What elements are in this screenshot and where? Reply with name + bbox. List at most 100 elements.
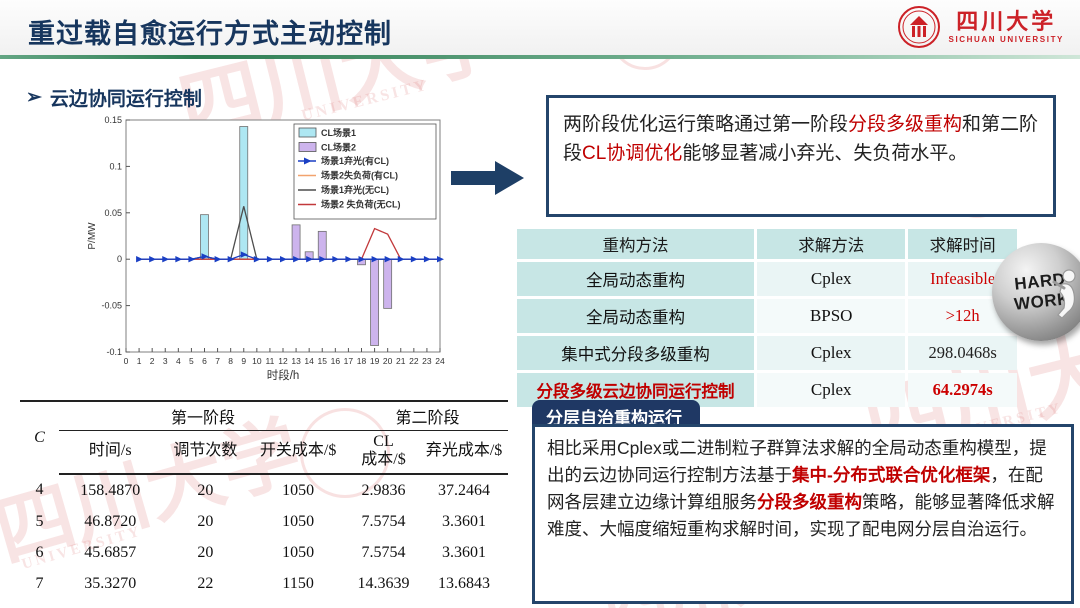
table-cell: 37.2464 (438, 481, 491, 499)
stage-table-group-row: C 第一阶段 第二阶段 (20, 399, 508, 475)
text-segment: ，在配网各层建立边缘计算组服务 (547, 465, 1043, 513)
table-cell: 全局动态重构 (517, 262, 755, 296)
section-heading: ➢ 云边协同运行控制 (26, 84, 202, 111)
solver-table-row: 全局动态重构 BPSO >12h (517, 299, 1017, 333)
svg-text:17: 17 (344, 356, 354, 366)
page-title: 重过载自愈运行方式主动控制 (28, 19, 392, 49)
svg-text:CL场景2: CL场景2 (321, 142, 356, 153)
svg-text:11: 11 (266, 356, 275, 366)
column-header: 时间/s (59, 430, 162, 476)
autonomy-box: 相比采用Cplex或二进制粒子群算法求解的全局动态重构模型，提出的云边协同运行控… (532, 424, 1074, 604)
svg-text:20: 20 (383, 356, 393, 366)
table-cell: 4 (35, 481, 44, 499)
text-segment: 和第二阶段 (563, 114, 1039, 165)
text-segment: 分段多级重构 (757, 492, 862, 513)
svg-text:4: 4 (176, 356, 181, 366)
svg-text:9: 9 (241, 356, 246, 366)
column-header: 调节次数 (161, 430, 250, 476)
svg-text:18: 18 (357, 356, 367, 366)
svg-text:24: 24 (435, 356, 445, 366)
text-segment: 两阶段优化运行策略通过第一阶段 (563, 114, 849, 135)
stage-table-row: 5 46.8720 20 1050 7.5754 3.3601 (20, 506, 508, 537)
svg-text:时段/h: 时段/h (267, 368, 300, 382)
table-cell: 64.2974s (908, 373, 1017, 407)
table-cell: 20 (197, 543, 214, 561)
svg-text:0.1: 0.1 (109, 161, 122, 171)
table-cell: 6 (35, 543, 44, 561)
table-cell: 2.9836 (361, 481, 406, 499)
svg-text:CL场景1: CL场景1 (321, 127, 356, 138)
svg-text:5: 5 (189, 356, 194, 366)
table-cell: 45.6857 (84, 543, 137, 561)
table-cell: 35.3270 (84, 574, 137, 592)
table-cell: 全局动态重构 (517, 299, 755, 333)
svg-text:0.05: 0.05 (104, 208, 122, 218)
svg-text:场景1弃光(有CL): 场景1弃光(有CL) (321, 155, 389, 166)
svg-text:14: 14 (304, 356, 314, 366)
table-cell: 8 (20, 599, 60, 608)
svg-text:3: 3 (163, 356, 168, 366)
table-cell: 1050 (282, 481, 315, 499)
stage-table-row: 876.17632814009.3538117.3771 (20, 599, 508, 608)
two-stage-callout: 两阶段优化运行策略通过第一阶段分段多级重构和第二阶段CL协调优化能够显著减小弃光… (546, 95, 1056, 217)
table-cell: 158.4870 (80, 481, 141, 499)
bullet-arrow-icon: ➢ (26, 87, 42, 108)
table-cell: Cplex (757, 373, 906, 407)
table-cell: 22 (197, 574, 214, 592)
svg-text:8: 8 (228, 356, 233, 366)
svg-text:6: 6 (202, 356, 207, 366)
table-cell: 7 (35, 574, 44, 592)
text-segment: 分段多级重构 (848, 114, 963, 135)
svg-text:2: 2 (150, 356, 155, 366)
column-header-c: C (20, 399, 60, 475)
section-heading-label: 云边协同运行控制 (49, 89, 202, 110)
table-cell: 1050 (282, 543, 315, 561)
table-cell: 9.3538 (346, 599, 421, 608)
university-name-en: SICHUAN UNIVERSITY (948, 34, 1064, 44)
stage-table-subheader-row: 时间/s 调节次数 开关成本/$ CL 成本/$ 弃光成本/$ (20, 430, 508, 476)
svg-text:场景2 失负荷(无CL): 场景2 失负荷(无CL) (321, 199, 401, 210)
table-cell: 集中式分段多级重构 (517, 336, 755, 370)
university-logo: 四川大学 SICHUAN UNIVERSITY (897, 5, 1064, 49)
university-seal-icon (897, 6, 940, 48)
svg-text:22: 22 (409, 356, 419, 366)
solver-comparison-table: 重构方法 求解方法 求解时间 全局动态重构 Cplex Infeasible 全局动态… (514, 226, 1020, 410)
svg-text:场景2失负荷(有CL): 场景2失负荷(有CL) (321, 170, 398, 181)
column-header: 求解方法 (757, 229, 906, 259)
table-cell: 3.3601 (442, 543, 487, 561)
table-cell: 1400 (249, 599, 347, 608)
table-cell: Cplex (757, 262, 906, 296)
svg-text:21: 21 (396, 356, 406, 366)
svg-text:19: 19 (370, 356, 380, 366)
table-cell: 5 (35, 512, 44, 530)
svg-text:0.15: 0.15 (104, 115, 122, 125)
stage-table-row: 4 158.4870 20 1050 2.9836 37.2464 (20, 474, 508, 506)
svg-text:13: 13 (291, 356, 301, 366)
group-header-stage1: 第一阶段 (59, 400, 347, 431)
text-segment: 集中-分布式联合优化框架 (792, 465, 991, 486)
table-cell: 7.5754 (361, 543, 406, 561)
column-header: CL 成本/$ (346, 430, 421, 476)
table-cell: 20 (197, 512, 214, 530)
header-band (0, 0, 1080, 56)
svg-text:15: 15 (318, 356, 328, 366)
university-name-cn: 四川大学 (956, 9, 1057, 35)
svg-text:-0.1: -0.1 (106, 347, 122, 357)
header-divider (0, 55, 1080, 59)
svg-text:16: 16 (331, 356, 341, 366)
table-cell: 3.3601 (442, 512, 487, 530)
svg-text:0: 0 (117, 254, 122, 264)
pointer-arrow-icon (451, 161, 524, 195)
text-segment: 相比采用Cplex或二进制粒子群算法求解的全局动态重构模型，提出的云边协同运行控… (547, 438, 1047, 486)
svg-text:场景1弃光(无CL): 场景1弃光(无CL) (321, 184, 389, 195)
column-header: 求解时间 (908, 229, 1017, 259)
column-header: 弃光成本/$ (420, 430, 508, 476)
column-header: 开关成本/$ (249, 430, 347, 476)
svg-text:1: 1 (137, 356, 142, 366)
cl-scenario-chart: 0.15 0.1 0.05 0 -0.05 -0.1 0 1 2 3 4 5 6 7 8 9 10 11 12 13 1… (84, 114, 448, 392)
stage-table-row: 7 35.3270 22 1150 14.3639 13.6843 (20, 568, 508, 599)
table-cell: 20 (197, 481, 214, 499)
table-cell: BPSO (757, 299, 906, 333)
svg-text:23: 23 (422, 356, 432, 366)
solver-table-header-row: 重构方法 求解方法 求解时间 (517, 229, 1017, 259)
